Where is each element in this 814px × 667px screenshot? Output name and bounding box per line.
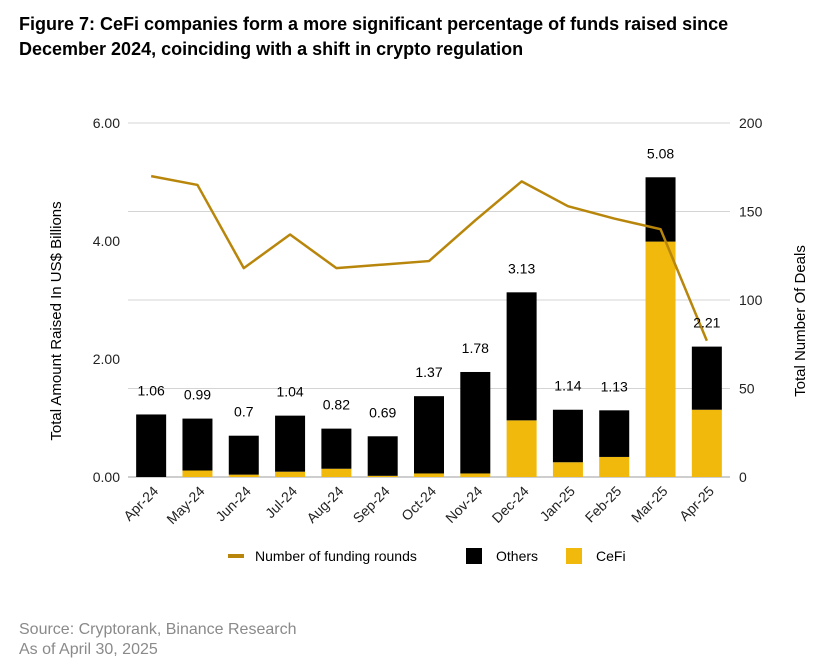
right-axis-title: Total Number Of Deals <box>792 245 809 397</box>
x-tick-label: Oct-24 <box>398 483 439 524</box>
source-line: Source: Cryptorank, Binance Research <box>19 621 297 638</box>
legend-swatch-box <box>566 548 582 564</box>
bar-total-label: 1.78 <box>462 340 489 356</box>
bar-total-label: 3.13 <box>508 260 535 276</box>
left-tick-label: 4.00 <box>93 233 120 249</box>
bar-cefi <box>460 473 491 477</box>
right-tick-label: 0 <box>739 469 747 485</box>
as-of-line: As of April 30, 2025 <box>19 641 158 658</box>
left-tick-label: 2.00 <box>93 351 120 367</box>
x-tick-label: Jan-25 <box>536 483 578 525</box>
source-note: Source: Cryptorank, Binance Research As … <box>19 620 296 660</box>
funding-rounds-line <box>150 174 709 342</box>
funding-rounds-polyline <box>150 174 709 342</box>
bar-others <box>228 435 259 475</box>
bar-total-label: 2.21 <box>693 315 720 331</box>
right-tick-label: 150 <box>739 204 763 220</box>
right-tick-label: 100 <box>739 292 763 308</box>
bar-cefi <box>414 473 444 477</box>
bar-total-label: 1.04 <box>276 384 303 400</box>
bar-total-label: 1.06 <box>138 382 165 398</box>
bar-cefi <box>691 409 722 477</box>
x-tick-label: May-24 <box>163 483 207 527</box>
bar-total-label: 1.37 <box>415 364 442 380</box>
bar-cefi <box>321 468 352 477</box>
chart-title-line-1: Figure 7: CeFi companies form a more sig… <box>19 14 729 34</box>
bar-cefi <box>552 462 583 477</box>
stacked-bar-line-chart: 1.06 0.99 0.7 1.04 0.82 0.69 1.37 1.78 3.13 1.14 1… <box>48 115 809 564</box>
legend-label: Others <box>496 548 538 564</box>
x-tick-label: Mar-25 <box>628 483 671 526</box>
legend: Number of funding rounds Others CeFi <box>228 548 626 564</box>
legend-label: CeFi <box>596 548 626 564</box>
right-tick-label: 50 <box>739 381 755 397</box>
legend-swatch-box <box>466 548 482 564</box>
x-tick-label: Dec-24 <box>489 483 532 526</box>
bar-others <box>136 414 167 477</box>
x-tick-label: Nov-24 <box>442 483 485 526</box>
x-tick-label: Jun-24 <box>212 483 254 525</box>
x-tick-label: Aug-24 <box>303 483 346 526</box>
chart-title-line-2: December 2024, coinciding with a shift i… <box>19 39 524 59</box>
bar-total-label: 1.13 <box>601 378 628 394</box>
bar-others <box>691 346 722 410</box>
bar-cefi <box>275 471 306 477</box>
x-tick-label: Apr-25 <box>676 483 717 524</box>
bar-others <box>506 292 537 421</box>
bar-cefi <box>228 474 259 477</box>
bars <box>136 177 722 477</box>
x-tick-label: Sep-24 <box>350 483 393 526</box>
bar-total-label: 0.69 <box>369 404 396 420</box>
bar-cefi <box>182 470 213 477</box>
left-axis-title: Total Amount Raised In US$ Billions <box>48 201 65 440</box>
bar-total-label: 0.82 <box>323 397 350 413</box>
bar-cefi <box>599 456 630 477</box>
left-axis-ticks: 0.00 2.00 4.00 6.00 <box>93 115 120 485</box>
x-tick-label: Feb-25 <box>582 483 625 526</box>
x-tick-label: Jul-24 <box>262 483 300 521</box>
legend-label: Number of funding rounds <box>255 548 417 564</box>
bar-others <box>321 428 352 469</box>
chart-title: Figure 7: CeFi companies form a more sig… <box>19 12 809 62</box>
right-tick-label: 200 <box>739 115 763 131</box>
bar-total-label: 1.14 <box>554 378 581 394</box>
bar-others <box>414 396 444 474</box>
left-tick-label: 6.00 <box>93 115 120 131</box>
bar-others <box>599 410 630 457</box>
bar-total-label: 0.99 <box>184 387 211 403</box>
bar-others <box>275 415 306 472</box>
bar-cefi <box>506 420 537 477</box>
bar-total-label: 5.08 <box>647 145 674 161</box>
bar-cefi <box>367 475 398 477</box>
data-labels: 1.06 0.99 0.7 1.04 0.82 0.69 1.37 1.78 3.13 1.14 1… <box>138 145 721 420</box>
bar-others <box>460 371 491 474</box>
bar-others <box>182 418 213 471</box>
x-axis-ticks: Apr-24 May-24 Jun-24 Jul-24 Aug-24 Sep-24 Oct-… <box>120 483 717 527</box>
bar-others <box>367 436 398 476</box>
bar-total-label: 0.7 <box>234 404 254 420</box>
left-tick-label: 0.00 <box>93 469 120 485</box>
bar-cefi <box>645 241 676 477</box>
bar-others <box>552 409 583 463</box>
x-tick-label: Apr-24 <box>120 483 161 524</box>
right-axis-ticks: 0 50 100 150 200 <box>739 115 763 485</box>
